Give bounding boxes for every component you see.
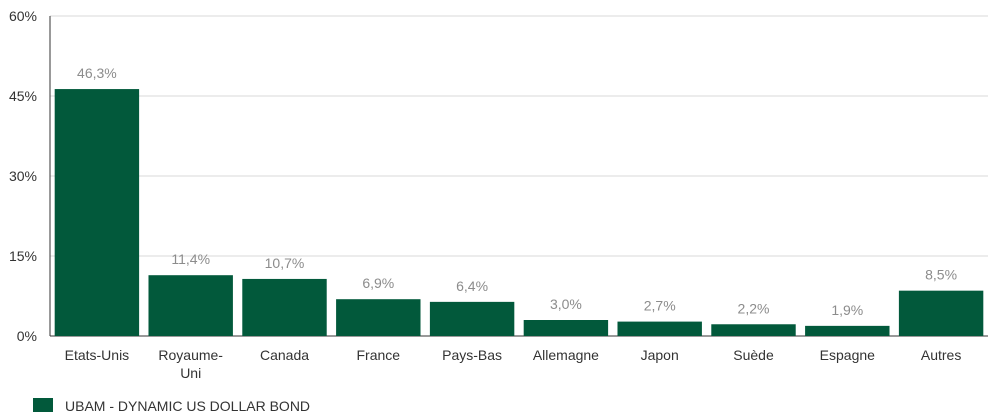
bar-value-label-2: 10,7%: [265, 255, 305, 271]
bar-8: [805, 325, 890, 336]
legend-swatch: [33, 398, 53, 412]
category-label-line: Autres: [921, 347, 961, 363]
bar-9: [898, 290, 984, 336]
bar-value-label-0: 46,3%: [77, 65, 117, 81]
bar-value-labels: 46,3% 11,4% 10,7% 6,9% 6,4% 3,0% 2,7% 2,2% 1,9% 8…: [77, 65, 957, 318]
y-tick-label-30: 30%: [9, 168, 37, 184]
bar-value-label-4: 6,4%: [456, 278, 488, 294]
bar-6: [617, 321, 702, 336]
bar-2: [242, 278, 327, 336]
category-label-6: Japon: [641, 347, 679, 363]
bar-value-label-3: 6,9%: [362, 275, 394, 291]
bar-value-label-9: 8,5%: [925, 267, 957, 283]
category-label-line: France: [357, 347, 401, 363]
bar-value-label-7: 2,2%: [738, 300, 770, 316]
category-label-line: Etats-Unis: [65, 347, 130, 363]
bars: [54, 89, 984, 336]
bar-1: [148, 275, 233, 336]
bar-3: [336, 299, 421, 336]
y-tick-label-60: 60%: [9, 8, 37, 24]
bar-value-label-1: 11,4%: [171, 251, 210, 267]
x-axis-category-labels: Etats-Unis Royaume- Uni Canada France Pays-Ba…: [65, 347, 962, 381]
category-label-5: Allemagne: [533, 347, 599, 363]
category-label-9: Autres: [921, 347, 961, 363]
y-tick-label-0: 0%: [17, 328, 37, 344]
category-label-line: Royaume-: [158, 347, 223, 363]
category-label-line: Uni: [180, 365, 201, 381]
bar-7: [711, 324, 796, 336]
category-label-line: Suède: [733, 347, 774, 363]
bar-4: [429, 301, 515, 336]
category-label-3: France: [357, 347, 401, 363]
y-axis-tick-labels: 0% 15% 30% 45% 60%: [9, 8, 37, 344]
bar-value-label-5: 3,0%: [550, 296, 582, 312]
category-label-0: Etats-Unis: [65, 347, 130, 363]
category-label-line: Canada: [260, 347, 309, 363]
category-label-1: Royaume- Uni: [158, 347, 223, 381]
legend: UBAM - DYNAMIC US DOLLAR BOND: [33, 398, 310, 412]
category-label-2: Canada: [260, 347, 309, 363]
y-tick-label-15: 15%: [9, 248, 37, 264]
bar-5: [523, 320, 609, 336]
bar-value-label-8: 1,9%: [831, 302, 863, 318]
bar-value-label-6: 2,7%: [644, 298, 676, 314]
bar-0: [54, 89, 140, 336]
category-label-line: Espagne: [820, 347, 875, 363]
category-label-8: Espagne: [820, 347, 875, 363]
legend-label: UBAM - DYNAMIC US DOLLAR BOND: [65, 398, 310, 412]
y-tick-label-45: 45%: [9, 88, 37, 104]
category-label-7: Suède: [733, 347, 774, 363]
category-label-line: Pays-Bas: [442, 347, 502, 363]
category-label-line: Allemagne: [533, 347, 599, 363]
category-label-line: Japon: [641, 347, 679, 363]
category-label-4: Pays-Bas: [442, 347, 502, 363]
